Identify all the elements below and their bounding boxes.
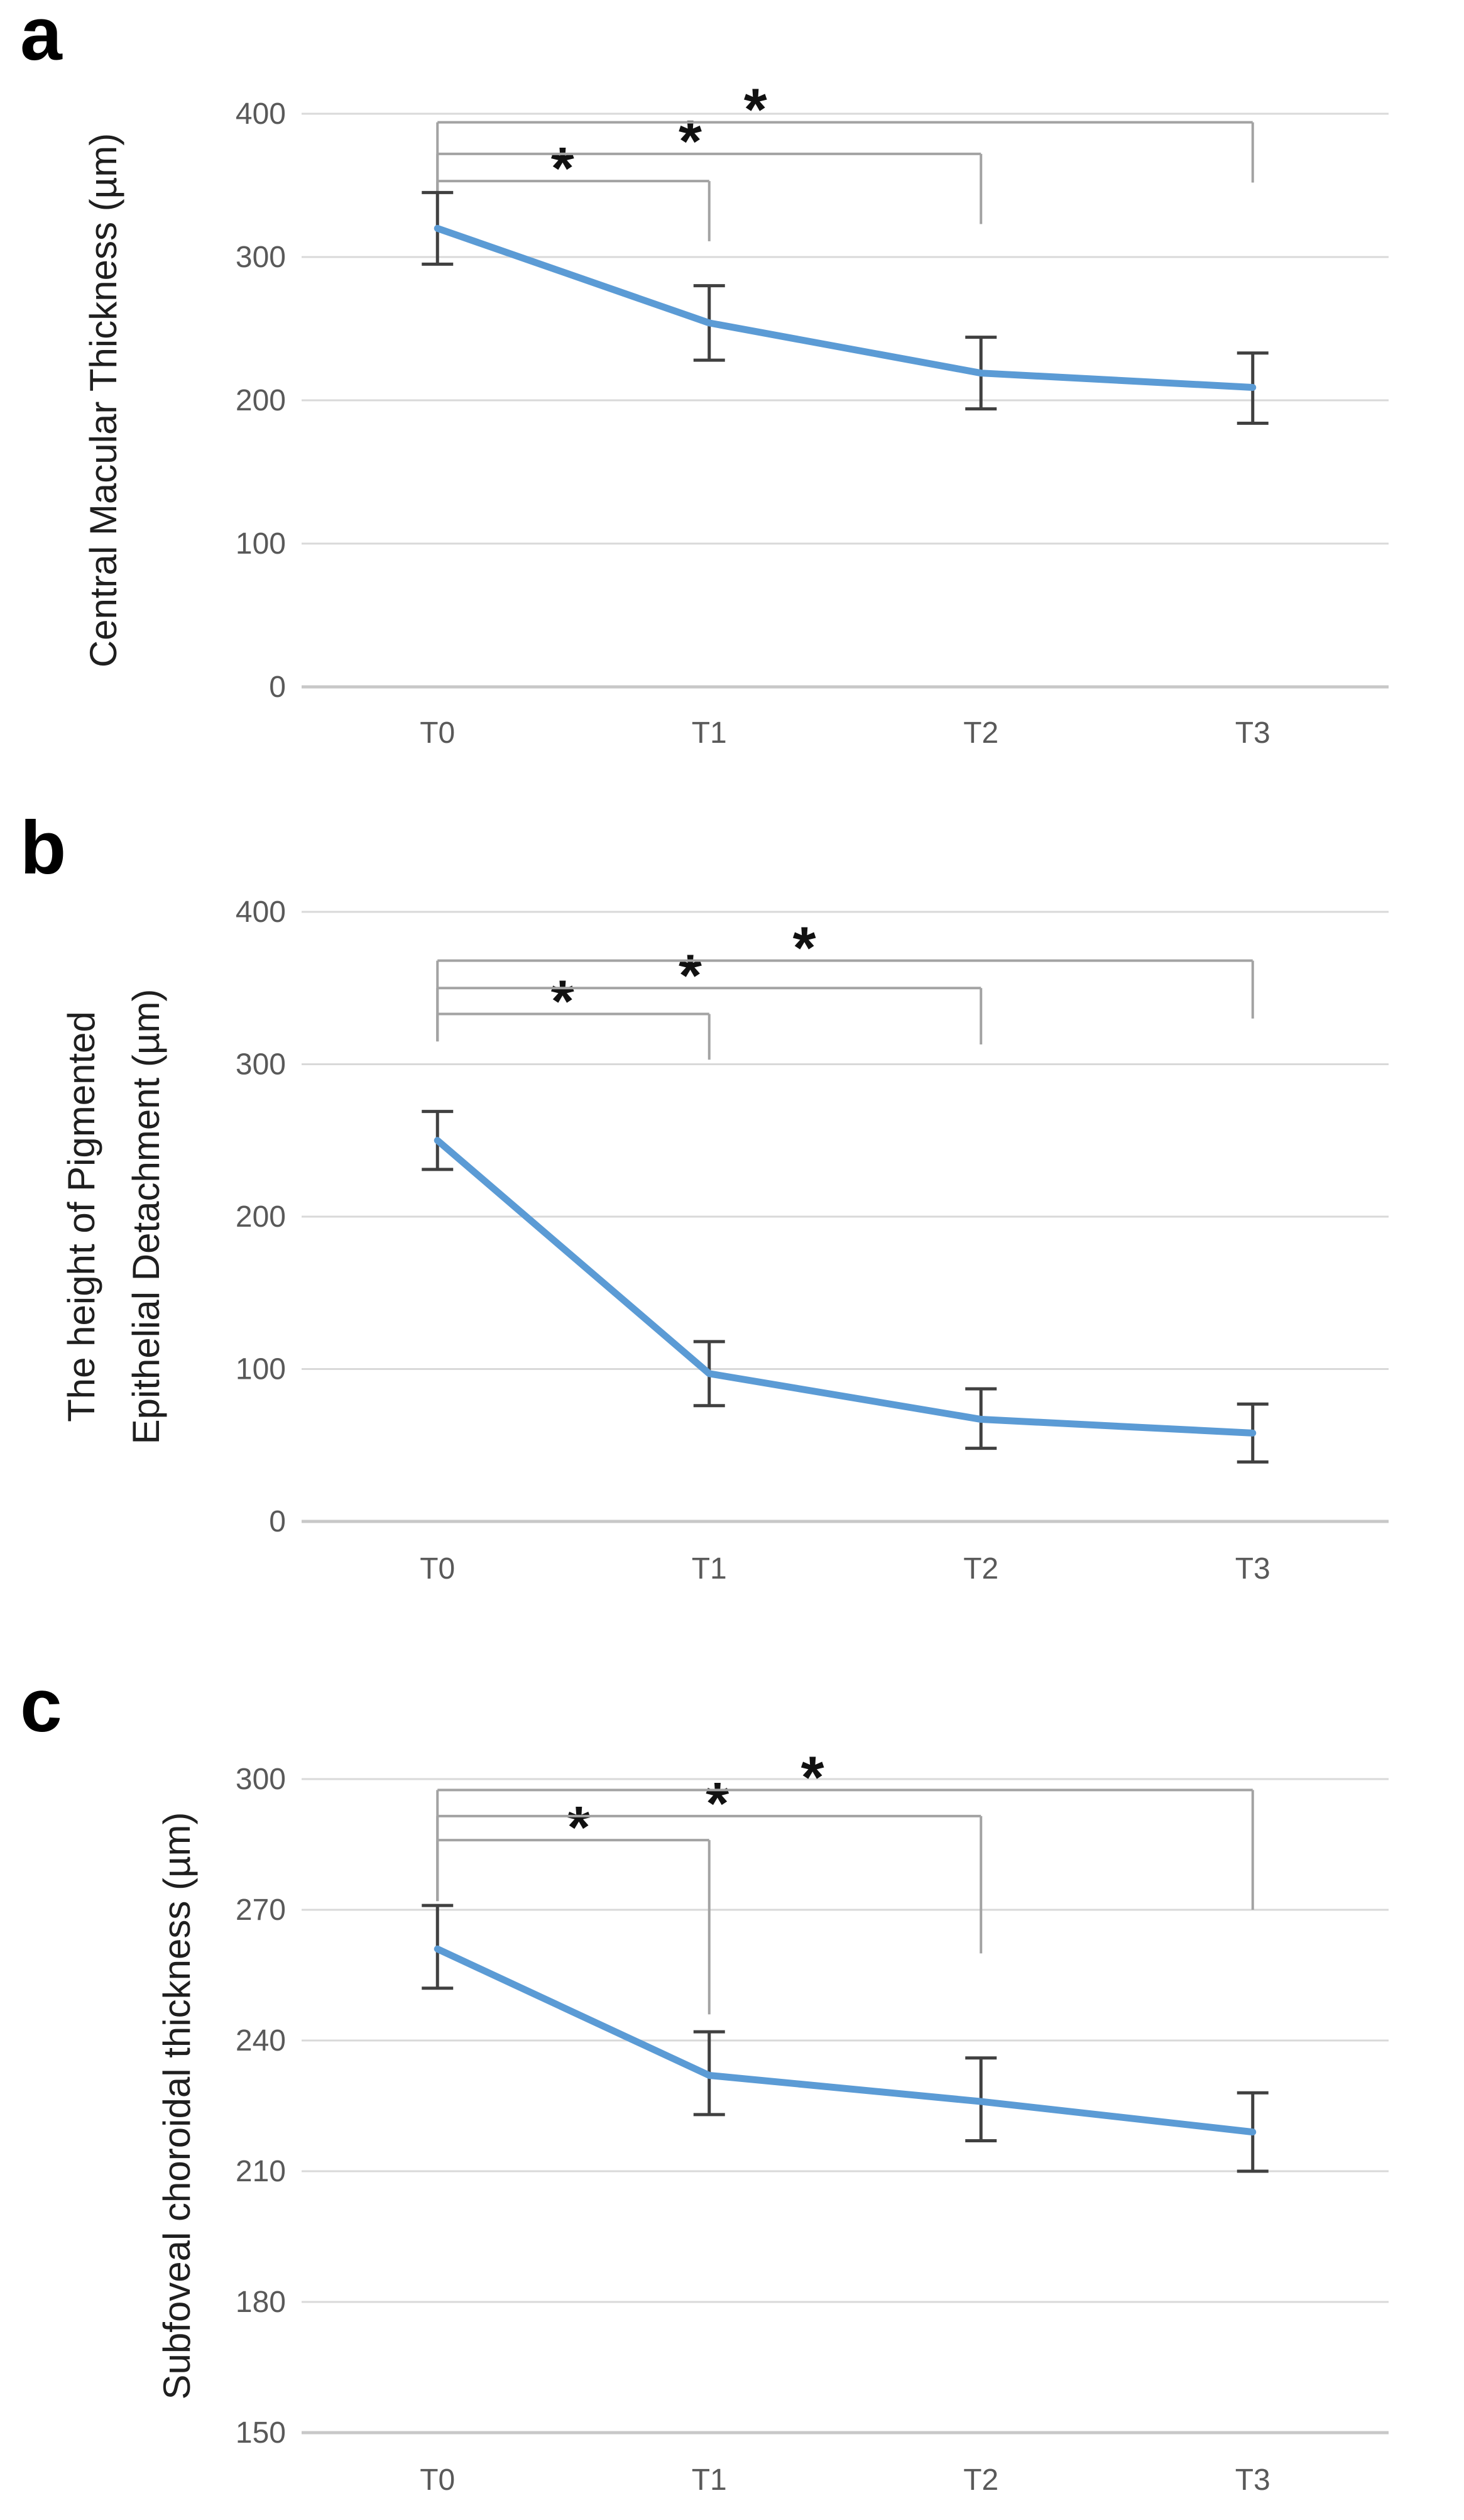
x-tick-label-T3: T3 bbox=[1235, 2463, 1270, 2497]
y-tick-label-270: 270 bbox=[236, 1893, 286, 1927]
y-tick-label-150: 150 bbox=[236, 2416, 286, 2450]
y-tick-label-200: 200 bbox=[236, 384, 286, 417]
panel-c: * * * 150 180 210 240 270 300 T0 T1 T2 T3 Subfoveal c… bbox=[20, 1663, 1389, 2497]
panel-letter-a: a bbox=[20, 0, 63, 76]
x-tick-label-T1: T1 bbox=[692, 1552, 727, 1586]
x-tick-label-T2: T2 bbox=[963, 716, 998, 750]
significance-bracket-T0-T1 bbox=[436, 1839, 711, 2015]
y-axis-label-a-line-1: Central Macular Thickness (µm) bbox=[82, 133, 124, 667]
data-line-a bbox=[434, 224, 1257, 391]
y-tick-label-300: 300 bbox=[236, 1048, 286, 1082]
y-tick-label-400: 400 bbox=[236, 896, 286, 929]
y-tick-label-300: 300 bbox=[236, 1763, 286, 1796]
x-tick-label-T3: T3 bbox=[1235, 1552, 1270, 1586]
panel-letter-b: b bbox=[20, 806, 66, 890]
significance-bracket-T0-T3 bbox=[436, 959, 1254, 1042]
y-axis-label-b-line-1: The height of Pigmented bbox=[60, 1011, 102, 1422]
significance-asterisk-3: * bbox=[801, 1744, 824, 1811]
y-tick-label-240: 240 bbox=[236, 2024, 286, 2057]
x-tick-label-T2: T2 bbox=[963, 1552, 998, 1586]
y-tick-label-100: 100 bbox=[236, 1353, 286, 1386]
y-tick-label-200: 200 bbox=[236, 1200, 286, 1234]
x-tick-label-T3: T3 bbox=[1235, 716, 1270, 750]
x-tick-label-T0: T0 bbox=[420, 1552, 455, 1586]
x-tick-label-T1: T1 bbox=[692, 2463, 727, 2497]
y-tick-label-210: 210 bbox=[236, 2155, 286, 2188]
y-tick-label-300: 300 bbox=[236, 241, 286, 274]
panel-b: * * * 0 100 200 300 400 T0 T1 T2 T3 The height of Pi… bbox=[20, 806, 1389, 1586]
y-axis-label-c-line-1: Subfoveal choroidal thickness (µm) bbox=[156, 1812, 198, 2400]
significance-bracket-T0-T3 bbox=[436, 1789, 1254, 1910]
data-line-b bbox=[434, 1137, 1257, 1437]
significance-asterisk-2: * bbox=[679, 942, 702, 1009]
x-tick-label-T0: T0 bbox=[420, 716, 455, 750]
significance-asterisk-2: * bbox=[679, 108, 702, 175]
x-tick-label-T1: T1 bbox=[692, 716, 727, 750]
y-tick-label-0: 0 bbox=[269, 1505, 286, 1538]
y-tick-label-100: 100 bbox=[236, 527, 286, 561]
significance-asterisk-2: * bbox=[706, 1770, 729, 1837]
panel-a: * * * 0 100 200 300 400 T0 T1 T2 T3 Central Macular … bbox=[20, 0, 1389, 750]
y-tick-label-0: 0 bbox=[269, 671, 286, 704]
y-tick-label-180: 180 bbox=[236, 2286, 286, 2319]
y-axis-label-b-line-2: Epithelial Detachment (µm) bbox=[125, 989, 167, 1445]
significance-asterisk-3: * bbox=[793, 915, 816, 982]
significance-asterisk-1: * bbox=[567, 1794, 591, 1861]
data-line-c bbox=[434, 1945, 1257, 2136]
panel-letter-c: c bbox=[20, 1663, 62, 1748]
significance-asterisk-1: * bbox=[551, 135, 574, 202]
significance-asterisk-3: * bbox=[744, 77, 767, 143]
significance-asterisk-1: * bbox=[551, 968, 574, 1034]
x-tick-label-T0: T0 bbox=[420, 2463, 455, 2497]
x-tick-label-T2: T2 bbox=[963, 2463, 998, 2497]
y-tick-label-400: 400 bbox=[236, 97, 286, 131]
